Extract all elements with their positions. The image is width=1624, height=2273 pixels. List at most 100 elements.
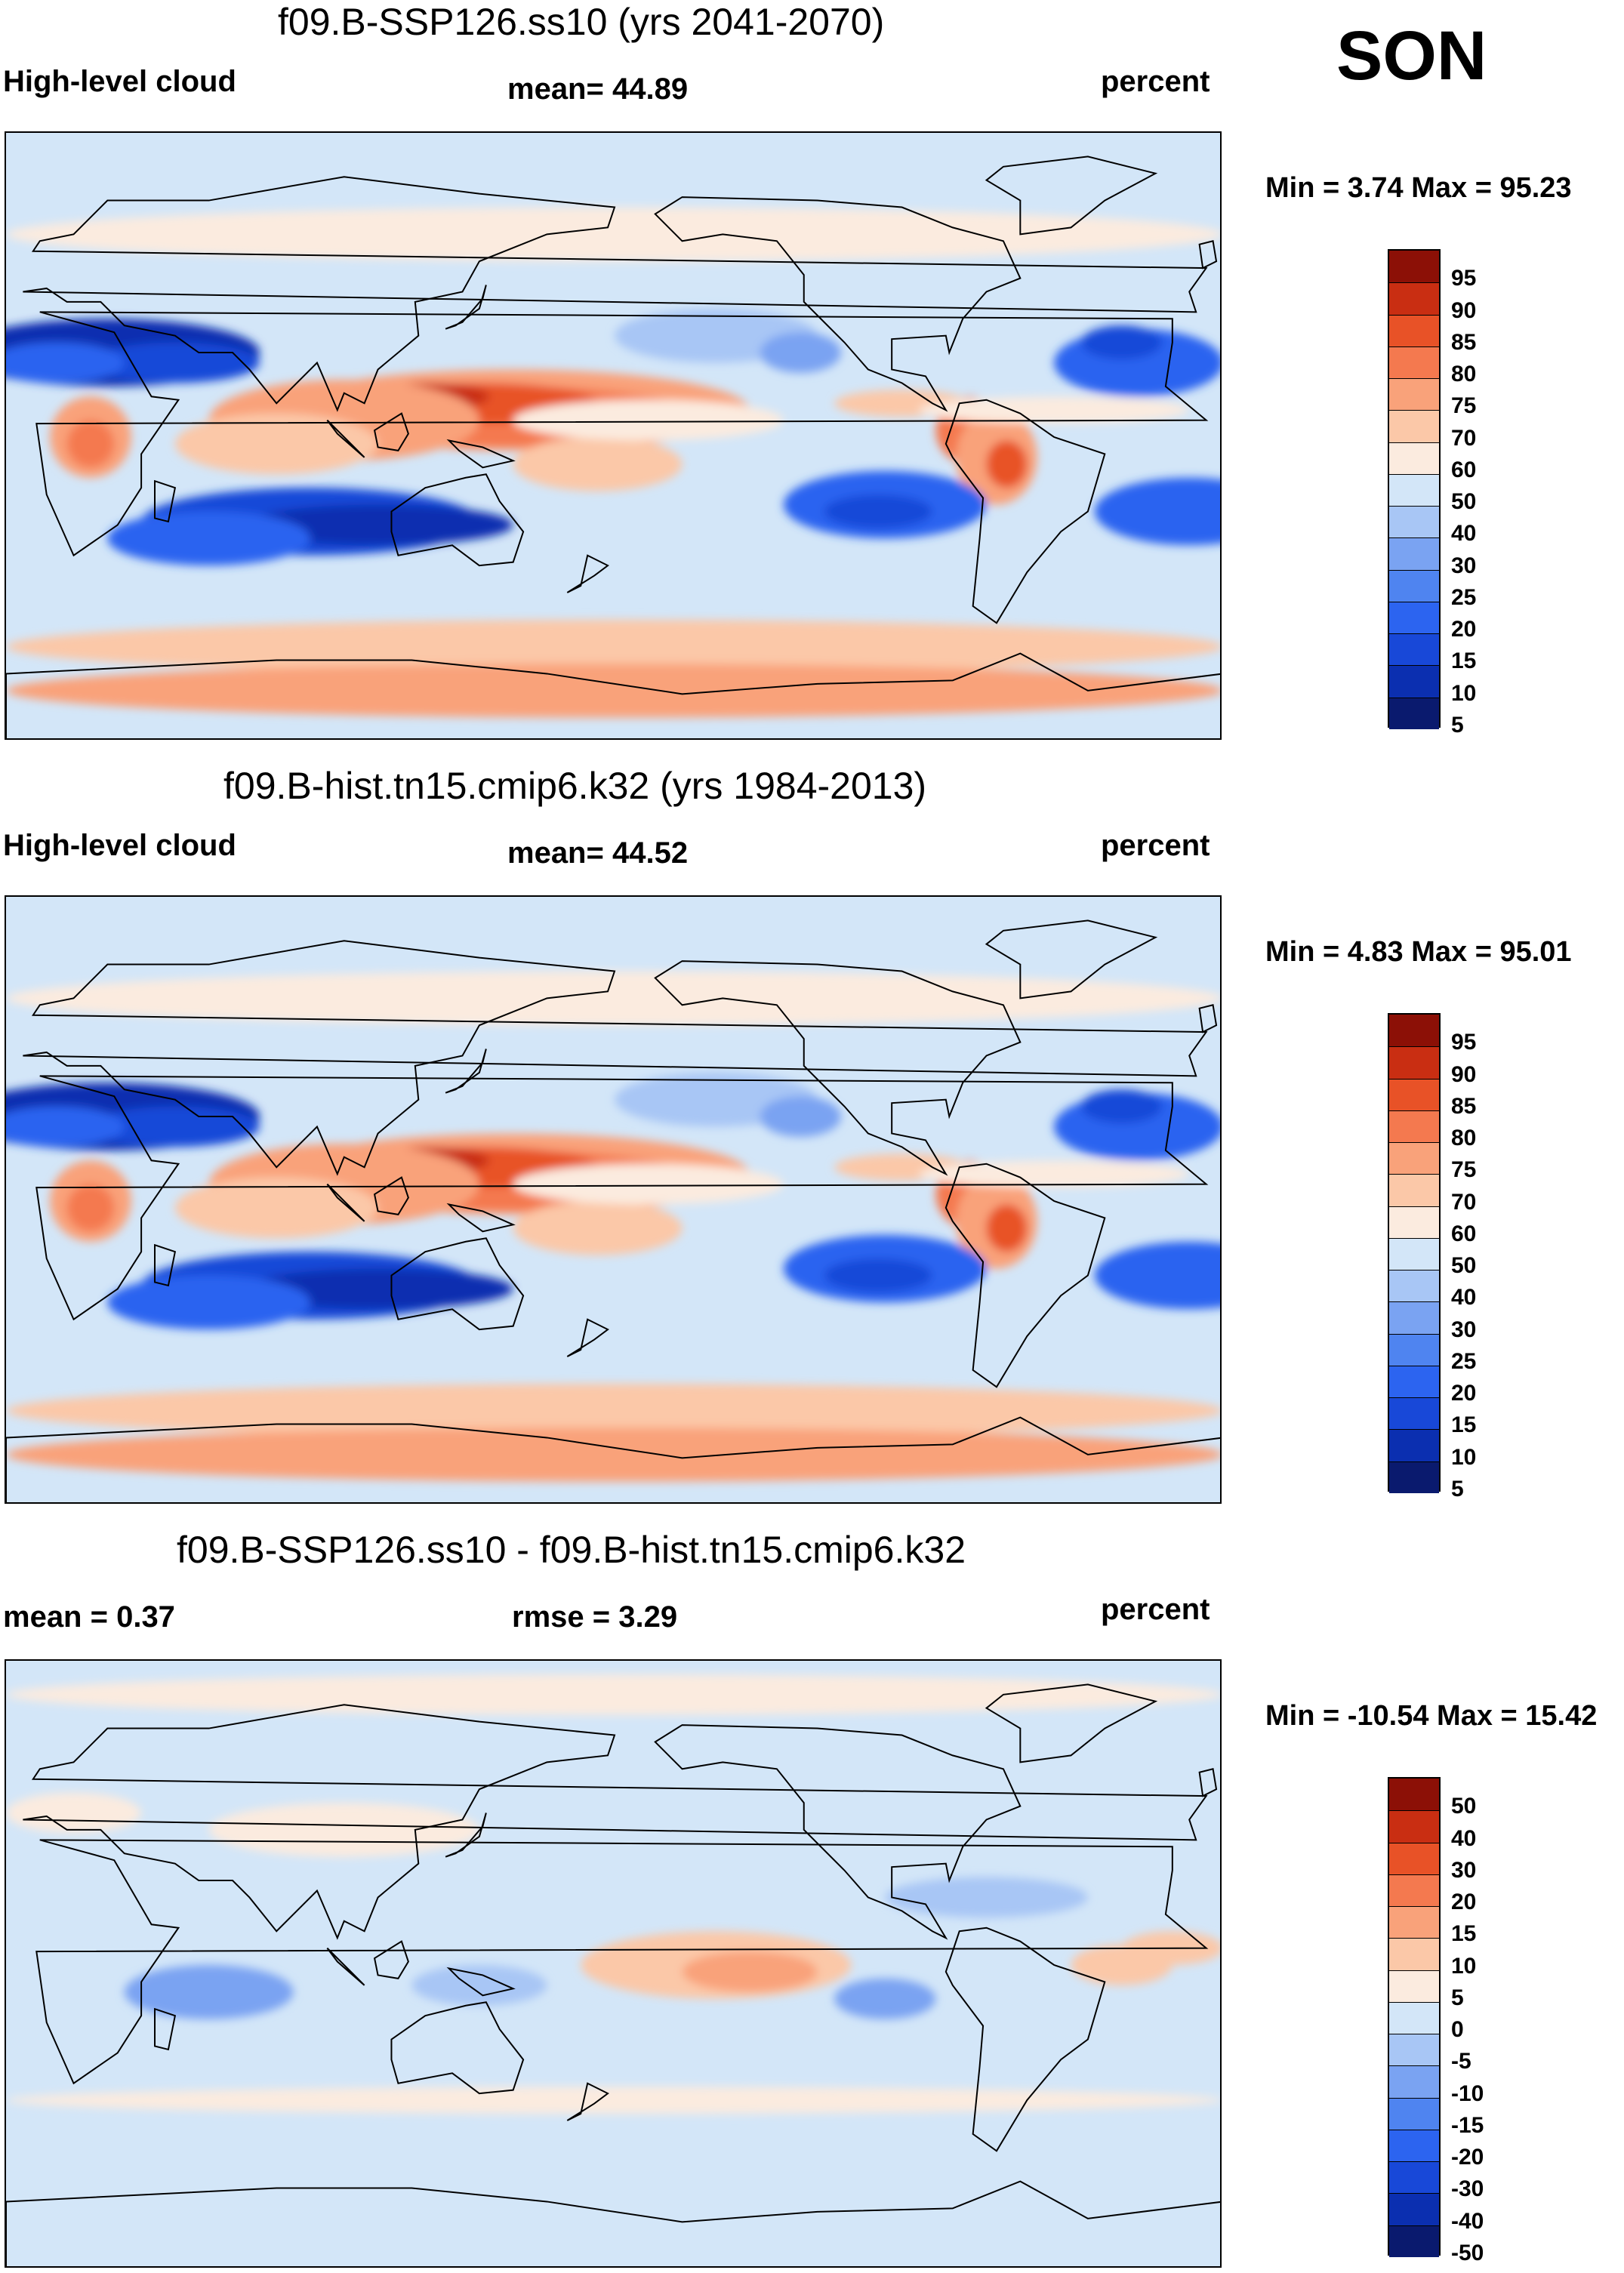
colorbar-tick-label: 30 [1451,553,1477,578]
coastline [1198,1004,1218,1033]
coastline [445,1049,487,1094]
colorbar-swatch [1389,251,1439,283]
cloud-field-region [6,1792,142,1834]
coastline [390,2001,525,2095]
colorbar-swatch [1389,2193,1439,2225]
panel-1-minmax: Min = 3.74 Max = 95.23 [1265,172,1572,204]
colorbar-tick-label: 85 [1451,1093,1477,1119]
coastline [390,473,525,567]
coastline [154,479,177,523]
colorbar-swatch [1389,1397,1439,1430]
coastline [23,176,1208,412]
coastline [23,1704,1208,1940]
coastline [373,1940,409,1980]
cloud-field-region [208,1803,479,1857]
cloud-field-region [824,1258,932,1292]
colorbar-swatch [1389,1461,1439,1493]
cloud-field-region [107,1275,311,1330]
colorbar-tick-label: 0 [1451,2017,1464,2043]
colorbar-tick-label: 75 [1451,1157,1477,1183]
colorbar-tick-label: 5 [1451,1477,1464,1501]
cloud-field-region [760,1096,842,1137]
colorbar-swatch [1389,569,1439,602]
cloud-field-region [986,1204,1028,1252]
colorbar-tick-label: 95 [1451,266,1477,291]
colorbar-swatch [1389,2034,1439,2066]
coastline [445,1813,487,1858]
colorbar-tick-label: 20 [1451,1890,1477,1915]
colorbar-tick-label: 10 [1451,1953,1477,1979]
coastline [6,2180,1220,2266]
colorbar-tick-label: -20 [1451,2145,1484,2170]
panel-3-title: f09.B-SSP126.ss10 - f09.B-hist.tn15.cmip… [177,1529,966,1571]
colorbar-tick-label: 5 [1451,713,1464,738]
cloud-field-region [242,504,513,546]
colorbar-tick-label: 50 [1451,1253,1477,1279]
colorbar-tick-label: -15 [1451,2112,1484,2138]
colorbar-swatch [1389,1810,1439,1843]
coastline [566,2082,609,2121]
cloud-field-region [66,420,115,468]
coastline [6,652,1220,738]
panel-2-colorbar [1388,1013,1441,1493]
colorbar-swatch [1389,1206,1439,1238]
colorbar-swatch [1389,1237,1439,1270]
coastline [945,399,1106,624]
colorbar-tick-label: 30 [1451,1857,1477,1883]
colorbar-tick-label: 30 [1451,1317,1477,1342]
cloud-field-region [885,1877,1088,1918]
coastline [654,1724,1022,1940]
colorbar-swatch [1389,1333,1439,1366]
cloud-field-region [6,207,1220,262]
colorbar-swatch [1389,697,1439,729]
colorbar-swatch [1389,2225,1439,2257]
coastline [985,1683,1158,1763]
colorbar-swatch [1389,1046,1439,1079]
colorbar-tick-label: -40 [1451,2208,1484,2234]
cloud-field-region [834,1978,936,2019]
colorbar-swatch [1389,1110,1439,1143]
colorbar-swatch [1389,1078,1439,1110]
colorbar-swatch [1389,2001,1439,2034]
colorbar-tick-label: -50 [1451,2241,1484,2265]
coastline [446,439,516,469]
cloud-field-region [824,494,932,528]
colorbar-swatch [1389,1970,1439,2002]
colorbar-tick-label: 20 [1451,1381,1477,1406]
colorbar-tick-label: 80 [1451,1126,1477,1151]
colorbar-swatch [1389,1270,1439,1302]
panel-1-colorbar [1388,249,1441,729]
panel-1-variable-label: High-level cloud [3,65,236,98]
coastline [985,919,1158,999]
heatmap-svg [6,1661,1220,2266]
cloud-field-region [1094,477,1220,546]
colorbar-swatch [1389,506,1439,538]
colorbar-swatch [1389,282,1439,315]
coastline [1198,1768,1218,1797]
colorbar-swatch [1389,473,1439,507]
cloud-field-region [6,1428,1220,1482]
panel-2-map [5,895,1222,1504]
cloud-field-region [513,1163,784,1205]
heatmap-svg [6,897,1220,1502]
heatmap-svg [6,133,1220,738]
colorbar-swatch [1389,1874,1439,1907]
colorbar-swatch [1389,1015,1439,1047]
cloud-field-region [1080,325,1163,360]
coastline [566,554,609,593]
panel-1-map [5,131,1222,740]
coastline [35,1839,1209,2085]
colorbar-tick-label: 20 [1451,617,1477,642]
coastline [373,1176,409,1216]
colorbar-swatch [1389,2065,1439,2098]
colorbar-swatch [1389,346,1439,379]
colorbar-swatch [1389,378,1439,411]
cloud-field-region [513,437,683,491]
panel-3-map [5,1659,1222,2268]
cloud-field-region [124,1965,294,2019]
colorbar-tick-label: 40 [1451,1285,1477,1311]
colorbar-swatch [1389,1906,1439,1939]
cloud-field-region [6,342,125,383]
cloud-field-region [174,1177,378,1239]
season-label: SON [1336,17,1487,94]
